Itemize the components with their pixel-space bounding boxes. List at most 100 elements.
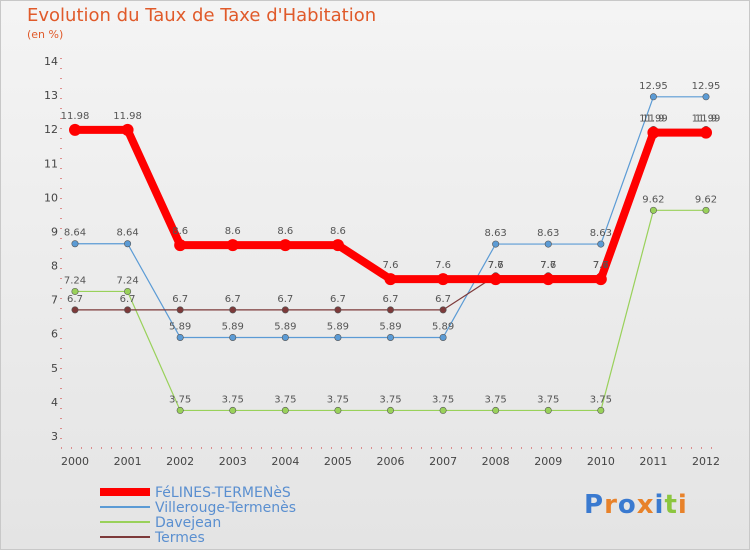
- data-point: [226, 239, 239, 252]
- data-point: [71, 306, 79, 314]
- x-tick-label: 2004: [271, 455, 299, 468]
- data-label: 3.75: [537, 394, 559, 405]
- data-label: 7.6: [593, 260, 609, 271]
- y-tick-label: 6: [51, 328, 58, 341]
- logo-letter: i: [677, 490, 688, 520]
- data-point: [542, 273, 555, 286]
- data-label: 11.98: [113, 111, 142, 122]
- data-point: [544, 240, 552, 248]
- data-label: 3.75: [222, 394, 244, 405]
- y-tick-label: 13: [44, 89, 58, 102]
- data-point: [439, 306, 447, 314]
- data-label: 6.7: [67, 294, 83, 305]
- logo-letter: t: [664, 490, 678, 520]
- data-point: [647, 126, 660, 139]
- data-point: [176, 306, 184, 314]
- data-label: 3.75: [485, 394, 507, 405]
- logo-letter: r: [604, 490, 618, 520]
- data-label: 3.75: [590, 394, 612, 405]
- data-point: [437, 273, 450, 286]
- data-point: [124, 287, 132, 295]
- legend-label: Davejean: [155, 515, 221, 531]
- y-tick-label: 3: [51, 430, 58, 443]
- data-label: 3.75: [432, 394, 454, 405]
- x-tick-label: 2003: [219, 455, 247, 468]
- series-lines: [69, 93, 712, 414]
- data-label: 8.63: [485, 228, 507, 239]
- data-label: 11.98: [61, 111, 90, 122]
- logo-letter: i: [654, 490, 665, 520]
- x-tick-label: 2007: [429, 455, 457, 468]
- data-point: [702, 206, 710, 214]
- data-label: 3.75: [327, 394, 349, 405]
- axes: 3 4 5 6 7 8 9 10 11 12 13 14 2000 2001 2002 2003 2004 200…: [44, 55, 720, 468]
- data-point: [279, 239, 292, 252]
- data-label: 8.63: [537, 228, 559, 239]
- data-label: 6.7: [435, 294, 451, 305]
- data-label: 7.7: [593, 260, 609, 271]
- y-tick-label: 14: [44, 55, 58, 68]
- data-label: 9.62: [695, 194, 717, 205]
- data-label: 6.7: [330, 294, 346, 305]
- data-label: 11.99: [692, 114, 721, 125]
- data-point: [331, 239, 344, 252]
- x-tick-label: 2010: [587, 455, 615, 468]
- data-label: 11.9: [642, 114, 664, 125]
- chart-title: Evolution du Taux de Taxe d'Habitation: [27, 5, 377, 26]
- series-line: [75, 125, 706, 284]
- data-label: 6.7: [277, 294, 293, 305]
- data-label: 12.95: [692, 81, 721, 92]
- data-label: 7.6: [488, 260, 504, 271]
- data-point: [386, 306, 394, 314]
- data-label: 3.75: [274, 394, 296, 405]
- data-point: [594, 273, 607, 286]
- legend-label: Villerouge-Termenès: [155, 500, 296, 516]
- data-point: [649, 93, 657, 101]
- data-point: [71, 240, 79, 248]
- logo-letter: x: [636, 490, 655, 520]
- logo-letter: o: [617, 490, 637, 520]
- data-label: 7.24: [64, 275, 86, 286]
- data-point: [597, 240, 605, 248]
- data-point: [124, 306, 132, 314]
- data-point: [281, 406, 289, 414]
- data-label: 6.7: [383, 294, 399, 305]
- x-tick-label: 2001: [114, 455, 142, 468]
- data-label: 5.89: [327, 321, 349, 332]
- data-label: 8.64: [64, 228, 86, 239]
- data-point: [649, 206, 657, 214]
- x-tick-label: 2006: [377, 455, 405, 468]
- data-point: [229, 406, 237, 414]
- data-point: [69, 123, 81, 136]
- data-label: 8.6: [225, 226, 241, 237]
- chart-subtitle: (en %): [27, 28, 64, 41]
- data-label: 11.9: [695, 114, 717, 125]
- x-tick-label: 2009: [534, 455, 562, 468]
- data-label: 8.6: [330, 226, 346, 237]
- data-label: 7.7: [488, 260, 504, 271]
- data-label: 6.7: [120, 294, 136, 305]
- data-label: 5.89: [274, 321, 296, 332]
- data-label: 11.99: [639, 114, 668, 125]
- x-tick-label: 2012: [692, 455, 720, 468]
- x-tick-label: 2008: [482, 455, 510, 468]
- data-label: 6.7: [172, 294, 188, 305]
- data-point: [281, 333, 289, 341]
- data-point: [439, 333, 447, 341]
- y-tick-label: 11: [44, 157, 58, 170]
- data-point: [281, 306, 289, 314]
- data-label: 8.63: [590, 228, 612, 239]
- data-point: [439, 406, 447, 414]
- data-label: 5.89: [379, 321, 401, 332]
- legend-label: FéLINES-TERMENèS: [155, 485, 291, 501]
- x-tick-label: 2011: [639, 455, 667, 468]
- x-tick-label: 2000: [61, 455, 89, 468]
- y-tick-label: 4: [51, 396, 58, 409]
- data-labels: 7.24 7.24 3.75 3.75 3.75 3.75 3.75 3.75 3.75 3.75…: [61, 81, 721, 406]
- y-tick-label: 8: [51, 260, 58, 273]
- data-point: [489, 273, 502, 286]
- data-point: [71, 287, 79, 295]
- data-point: [544, 406, 552, 414]
- data-point: [386, 406, 394, 414]
